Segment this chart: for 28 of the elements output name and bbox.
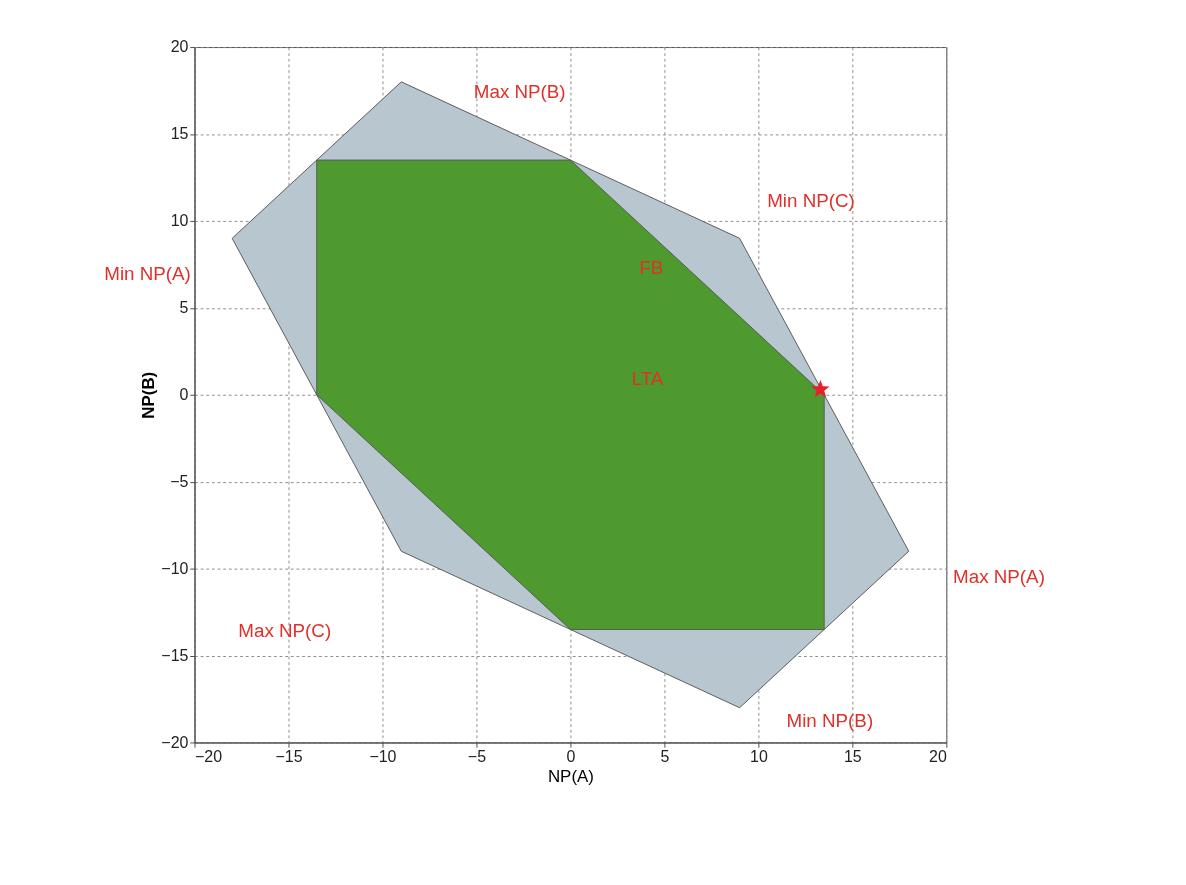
y-tick-label: 20	[170, 38, 189, 56]
y-tick-label: 0	[179, 385, 189, 403]
text: Max NP(A)	[953, 565, 1045, 587]
annotation: FB	[639, 256, 664, 278]
x-tick-label: −20	[195, 747, 223, 765]
annotation: LTA	[631, 367, 664, 389]
y-tick-label: −5	[170, 472, 189, 490]
x-tick-label: 0	[566, 747, 576, 765]
y-tick-label: −20	[161, 733, 189, 751]
y-tick-label: 10	[170, 212, 189, 230]
x-tick-label: 20	[929, 747, 947, 765]
annotation: Max NP(B)	[473, 80, 566, 102]
annotation: Max NP(C)	[238, 619, 332, 641]
x-tick-label: 15	[843, 747, 862, 765]
y-tick-label: 5	[179, 299, 189, 317]
x-tick-label: −5	[467, 747, 487, 765]
x-tick-label: −15	[275, 747, 303, 765]
y-tick-label: 15	[170, 125, 189, 143]
x-tick-label: −10	[369, 747, 397, 765]
annotation: Min NP(B)	[786, 710, 874, 732]
y-tick-label: −15	[161, 646, 189, 664]
annotation: Min NP(C)	[767, 190, 855, 212]
y-tick-label: −10	[161, 559, 189, 577]
y-axis-title: NP(B)	[138, 371, 158, 419]
text: Min NP(A)	[104, 263, 191, 285]
x-tick-label: 10	[749, 747, 768, 765]
x-axis-title: NP(A)	[547, 766, 594, 786]
x-tick-label: 5	[660, 747, 670, 765]
